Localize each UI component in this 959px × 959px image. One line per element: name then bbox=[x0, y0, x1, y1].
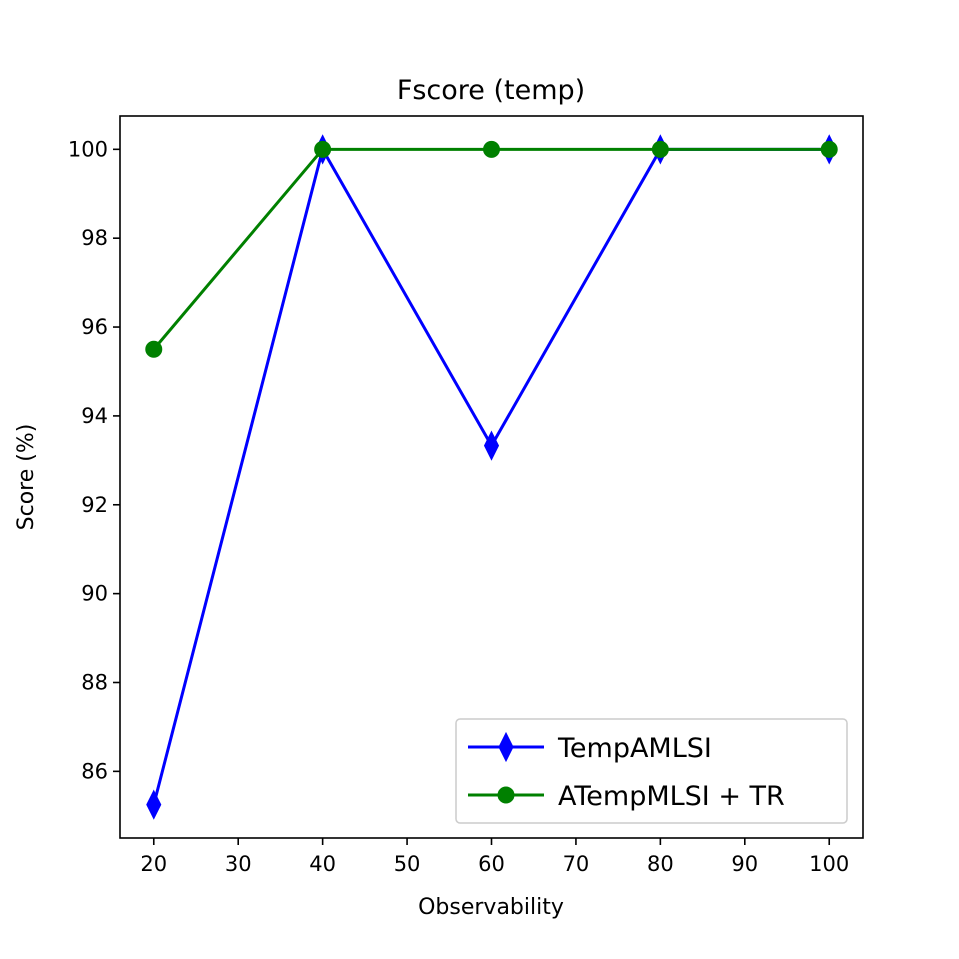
x-tick-label: 50 bbox=[394, 852, 421, 876]
data-point bbox=[483, 430, 500, 461]
x-tick-label: 100 bbox=[809, 852, 849, 876]
legend-item: TempAMLSI bbox=[468, 731, 712, 764]
legend: TempAMLSI ATempMLSI + TR bbox=[455, 718, 848, 824]
data-point bbox=[651, 140, 669, 158]
data-point bbox=[146, 789, 162, 820]
axes-frame bbox=[119, 115, 864, 839]
data-point bbox=[483, 140, 500, 158]
chart-title: Fscore (temp) bbox=[397, 75, 585, 106]
y-tick-label: 92 bbox=[81, 493, 108, 517]
data-point bbox=[145, 340, 163, 358]
y-tick-label: 94 bbox=[81, 404, 108, 428]
y-tick-label: 88 bbox=[81, 670, 108, 694]
series-2 bbox=[145, 140, 838, 358]
data-point bbox=[820, 140, 838, 158]
axis-ticks: 20 30 40 50 60 70 80 90 100 86 88 90 92 94 96 98 100 bbox=[68, 137, 849, 876]
legend-label: TempAMLSI bbox=[557, 733, 712, 764]
y-tick-label: 96 bbox=[81, 315, 108, 339]
data-point bbox=[314, 140, 332, 158]
y-tick-label: 100 bbox=[68, 137, 108, 161]
x-tick-label: 60 bbox=[478, 852, 505, 876]
x-tick-label: 70 bbox=[563, 852, 590, 876]
x-tick-label: 30 bbox=[225, 852, 252, 876]
legend-marker bbox=[497, 786, 515, 804]
x-tick-label: 20 bbox=[140, 852, 167, 876]
legend-item: ATempMLSI + TR bbox=[468, 781, 785, 812]
y-tick-label: 90 bbox=[81, 582, 108, 606]
x-tick-label: 90 bbox=[731, 852, 758, 876]
y-tick-label: 86 bbox=[81, 759, 108, 783]
x-tick-label: 80 bbox=[647, 852, 674, 876]
y-tick-label: 98 bbox=[81, 226, 108, 250]
legend-label: ATempMLSI + TR bbox=[558, 781, 785, 812]
y-axis-label: Score (%) bbox=[14, 424, 39, 531]
x-tick-label: 40 bbox=[309, 852, 336, 876]
series-group bbox=[145, 134, 838, 820]
legend-box bbox=[455, 718, 848, 824]
legend-marker bbox=[498, 731, 514, 763]
x-axis-label: Observability bbox=[418, 895, 564, 920]
